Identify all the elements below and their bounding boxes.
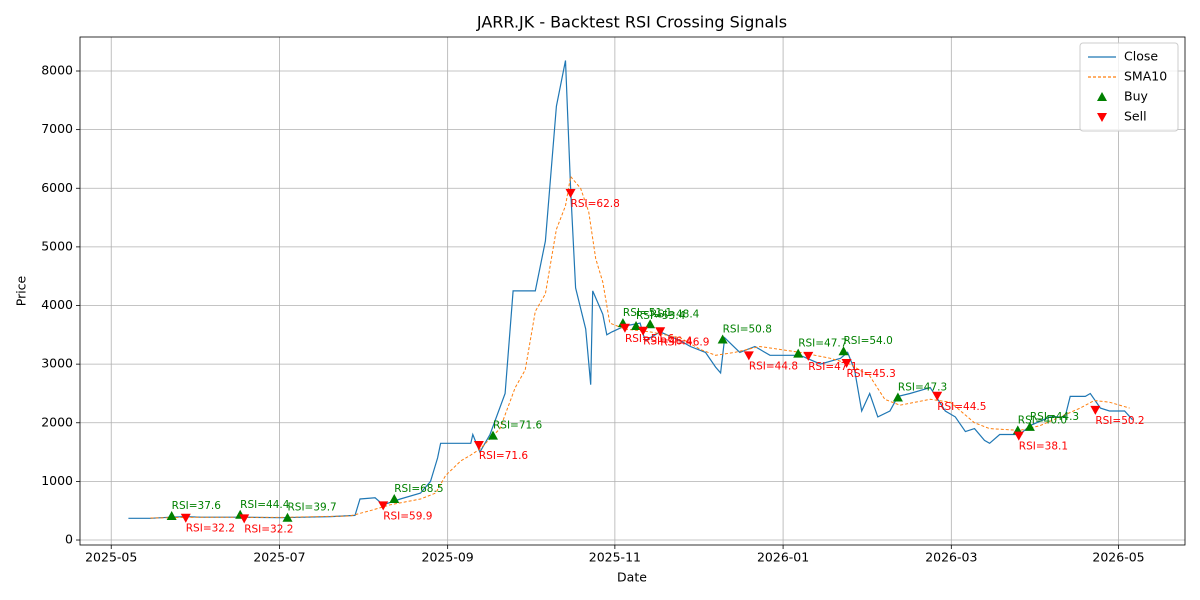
x-axis-label: Date	[617, 570, 647, 585]
signal-marker	[838, 346, 849, 356]
signal-marker	[932, 391, 943, 401]
legend-label: Sell	[1124, 109, 1147, 124]
signal-label: RSI=51.1	[623, 307, 672, 319]
signal-marker	[892, 392, 903, 402]
series-line	[150, 175, 1130, 519]
signal-label: RSI=68.5	[394, 483, 443, 495]
signal-label: RSI=71.6	[479, 450, 529, 462]
signal-marker	[638, 326, 649, 336]
signal-label: RSI=62.8	[571, 198, 620, 210]
y-tick-label: 2000	[41, 414, 73, 429]
signal-marker	[743, 351, 754, 361]
signal-marker	[166, 510, 177, 520]
signal-marker	[631, 321, 642, 331]
signal-marker	[487, 430, 498, 440]
signal-marker	[473, 441, 484, 451]
legend-swatch	[1097, 92, 1107, 101]
y-tick-label: 5000	[41, 238, 73, 253]
signal-marker	[389, 493, 400, 503]
signal-label: RSI=37.6	[172, 500, 222, 512]
x-tick-label: 2026-01	[757, 550, 809, 565]
legend-swatch	[1097, 113, 1107, 122]
y-tick-label: 7000	[41, 121, 73, 136]
signal-marker	[378, 501, 389, 511]
signal-marker	[1090, 405, 1101, 415]
signal-label: RSI=48.4	[650, 308, 700, 320]
y-tick-label: 8000	[41, 63, 73, 78]
legend-box	[1079, 42, 1179, 132]
signal-label: RSI=46.9	[660, 336, 709, 348]
signal-marker	[565, 188, 576, 198]
legend-label: Close	[1124, 49, 1158, 64]
signal-label: RSI=44.3	[1030, 411, 1079, 423]
signal-label: RSI=32.2	[244, 523, 293, 535]
x-tick-label: 2025-05	[85, 550, 137, 565]
signal-marker	[717, 334, 728, 344]
signal-label: RSI=44.5	[937, 401, 986, 413]
legend-label: SMA10	[1124, 69, 1167, 84]
signal-label: RSI=44.4	[240, 499, 290, 511]
signal-marker	[1013, 431, 1024, 441]
y-tick-label: 6000	[41, 180, 73, 195]
signal-label: RSI=32.2	[186, 523, 235, 535]
signal-marker	[803, 351, 814, 361]
plot-frame	[79, 36, 1186, 546]
signal-label: RSI=46.4	[643, 336, 693, 348]
signal-label: RSI=39.7	[288, 502, 337, 514]
y-axis-label: Price	[14, 275, 29, 306]
x-tick-label: 2025-09	[422, 550, 474, 565]
signal-marker	[180, 513, 191, 523]
signal-label: RSI=51.6	[625, 333, 675, 345]
signal-label: RSI=47.7	[798, 338, 847, 350]
x-tick-label: 2025-07	[253, 550, 305, 565]
legend-label: Buy	[1124, 89, 1148, 104]
y-tick-label: 0	[65, 532, 73, 547]
signal-marker	[655, 327, 666, 337]
signal-marker	[619, 323, 630, 333]
y-tick-label: 1000	[41, 473, 73, 488]
signal-label: RSI=44.8	[749, 360, 798, 372]
signal-marker	[793, 348, 804, 358]
signal-label: RSI=50.8	[723, 324, 772, 336]
signal-label: RSI=53.4	[636, 310, 686, 322]
x-tick-label: 2026-03	[925, 550, 977, 565]
signal-label: RSI=54.0	[844, 335, 893, 347]
signal-marker	[1024, 421, 1035, 431]
x-tick-label: 2025-11	[589, 550, 641, 565]
signal-label: RSI=47.3	[898, 382, 947, 394]
signal-label: RSI=45.3	[847, 368, 896, 380]
x-tick-label: 2026-05	[1092, 550, 1144, 565]
signal-label: RSI=38.1	[1019, 441, 1068, 453]
signal-label: RSI=71.6	[493, 420, 543, 432]
signal-label: RSI=59.9	[383, 510, 432, 522]
signal-marker	[239, 514, 250, 524]
signal-marker	[841, 358, 852, 368]
y-tick-label: 4000	[41, 297, 73, 312]
signal-marker	[645, 319, 656, 329]
y-tick-label: 3000	[41, 356, 73, 371]
signal-label: RSI=50.2	[1095, 415, 1144, 427]
signal-marker	[282, 512, 293, 522]
chart-title: JARR.JK - Backtest RSI Crossing Signals	[476, 13, 787, 32]
